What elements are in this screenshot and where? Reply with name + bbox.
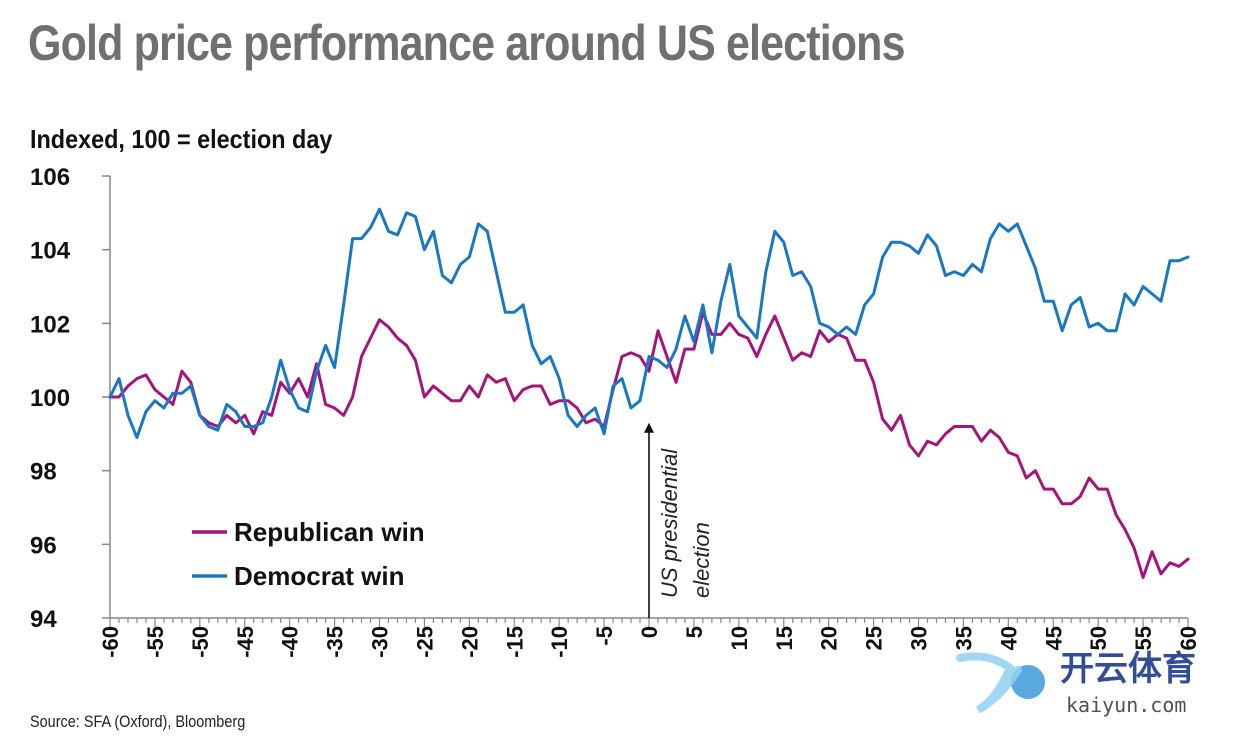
x-tick-label: -40 (278, 626, 303, 658)
x-tick-label: -30 (368, 626, 393, 658)
y-tick-label: 102 (30, 311, 70, 338)
legend-label: Democrat win (234, 561, 405, 591)
legend-label: Republican win (234, 517, 425, 547)
watermark-swoosh-icon (956, 652, 1022, 714)
x-tick-label: 45 (1041, 626, 1066, 650)
y-tick-label: 96 (30, 532, 57, 559)
x-tick-label: -35 (323, 626, 348, 658)
x-tick-label: 30 (907, 626, 932, 650)
legend: Republican win Democrat win (192, 517, 425, 591)
y-tick-label: 104 (30, 238, 71, 265)
x-tick-label: -20 (457, 626, 482, 658)
x-tick-label: -50 (188, 626, 213, 658)
x-tick-label: 50 (1086, 626, 1111, 650)
x-tick-label: -60 (98, 626, 123, 658)
y-tick-label: 106 (30, 164, 70, 191)
x-tick-label: -45 (233, 626, 258, 658)
x-tick-label: 60 (1176, 626, 1201, 650)
x-tick-label: 20 (817, 626, 842, 650)
watermark-en-text: kaiyun.com (1066, 693, 1186, 717)
x-tick-label: 0 (637, 626, 662, 638)
x-tick-label: 5 (682, 626, 707, 638)
x-tick-label: 55 (1131, 626, 1156, 650)
watermark-cn-text: 开云体育 (1060, 649, 1196, 689)
y-tick-label: 94 (30, 606, 57, 633)
x-tick-label: -5 (592, 626, 617, 646)
x-tick-label: 40 (996, 626, 1021, 650)
x-tick-label: 10 (727, 626, 752, 650)
series-layer (108, 207, 1190, 579)
y-tick-label: 100 (30, 385, 70, 412)
source-note: Source: SFA (Oxford), Bloomberg (30, 712, 246, 731)
y-axis-label: Indexed, 100 = election day (30, 124, 333, 154)
y-tick-label: 98 (30, 459, 57, 486)
series-line-republican (108, 310, 1190, 579)
x-tick-label: 35 (951, 626, 976, 650)
x-tick-label: -10 (547, 626, 572, 658)
election-annotation-text: US presidential (657, 448, 682, 598)
election-annotation-text: election (689, 522, 714, 598)
x-tick-label: 15 (772, 626, 797, 650)
series-line-democrat (108, 207, 1190, 439)
x-tick-label: 25 (862, 626, 887, 650)
election-arrow-head-icon (644, 422, 654, 433)
watermark-logo: 开云体育 kaiyun.com (956, 649, 1196, 717)
x-tick-label: -15 (502, 626, 527, 658)
x-tick-label: -25 (412, 626, 437, 658)
x-tick-label: -55 (143, 626, 168, 658)
chart-title: Gold price performance around US electio… (28, 15, 906, 71)
annotation-layer: US presidential election (644, 422, 714, 618)
